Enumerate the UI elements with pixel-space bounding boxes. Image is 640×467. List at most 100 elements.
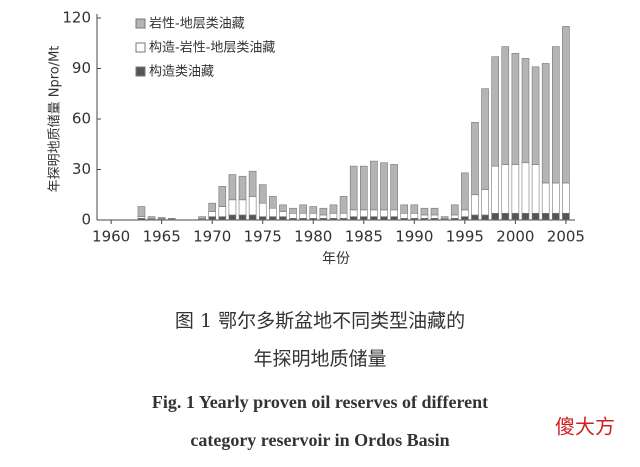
y-tick-label: 60 (72, 110, 91, 128)
x-tick-label: 1970 (193, 228, 231, 246)
bar-segment (471, 194, 479, 216)
bar-segment (218, 216, 227, 221)
bar-segment (390, 216, 398, 221)
bar-segment (390, 164, 398, 211)
bar-segment (511, 164, 520, 214)
bar-segment (319, 207, 328, 216)
caption: Fig. 1 Yearly proven oil reserves of dif… (152, 392, 488, 412)
bar-segment (430, 207, 439, 216)
x-tick-label: 2000 (496, 228, 534, 246)
bar-segment (450, 214, 459, 219)
bar-segment (511, 53, 520, 165)
x-tick-label: 1980 (294, 228, 332, 246)
bar-segment (208, 216, 217, 221)
bar-segment (501, 164, 510, 214)
bar-segment (481, 189, 489, 216)
bar-segment (319, 214, 328, 219)
x-axis-label: 年份 (322, 251, 350, 267)
bar-segment (258, 202, 267, 217)
x-tick-label: 1960 (92, 228, 130, 246)
legend-label: 构造类油藏 (149, 65, 214, 80)
bar-segment (420, 207, 429, 216)
bar-segment (269, 216, 277, 221)
bar-segment (491, 165, 499, 214)
y-tick-label: 90 (72, 59, 91, 77)
bar-segment (562, 212, 570, 221)
bar-segment (531, 66, 540, 165)
x-tick-label: 1995 (446, 228, 484, 246)
bar-segment (521, 58, 530, 164)
legend-label: 岩性-地层类油藏 (149, 17, 245, 32)
bar-segment (299, 204, 307, 214)
bar-segment (218, 206, 227, 217)
bar-segment (289, 212, 297, 219)
x-tick-label: 1975 (244, 228, 282, 246)
y-tick-label: 120 (62, 9, 91, 27)
bar-segment (471, 214, 479, 221)
bar-segment (400, 212, 409, 219)
bar-segment (430, 214, 439, 219)
bar-segment (410, 204, 419, 214)
bar-segment (269, 207, 277, 217)
legend-swatch (135, 18, 146, 29)
bar-segment (551, 212, 560, 221)
bar-segment (167, 218, 176, 220)
bar-segment (238, 175, 247, 201)
bar-segment (420, 214, 429, 219)
bar-segment (551, 182, 560, 214)
bar-segment (380, 216, 388, 221)
bar-segment (461, 209, 469, 217)
bar-segment (349, 209, 358, 217)
bar-segment (461, 172, 469, 211)
bar-segment (258, 216, 267, 221)
caption: category reservoir in Ordos Basin (190, 430, 449, 450)
bar-segment (370, 160, 378, 211)
bar-segment (208, 202, 217, 212)
caption: 图 1 鄂尔多斯盆地不同类型油藏的 (175, 310, 465, 332)
bar-segment (359, 165, 368, 211)
bar-segment (289, 207, 297, 214)
bar-segment (541, 182, 550, 214)
legend-label: 构造-岩性-地层类油藏 (149, 41, 275, 56)
bar-segment (147, 216, 156, 219)
y-tick-label: 0 (81, 211, 91, 229)
bar-segment (541, 212, 550, 221)
bar-segment (248, 214, 257, 221)
bar-segment (491, 56, 499, 167)
legend-swatch (135, 66, 146, 77)
bar-segment (258, 184, 267, 204)
bar-segment (501, 46, 510, 165)
bar-segment (339, 196, 348, 214)
bar-segment (370, 216, 378, 221)
x-tick-label: 1965 (143, 228, 181, 246)
bar-segment (390, 209, 398, 217)
bar-segment (137, 206, 146, 217)
bar-segment (228, 214, 237, 221)
bar-segment (562, 182, 570, 214)
bar-segment (349, 165, 358, 211)
bar-segment (521, 162, 530, 214)
bar-segment (491, 212, 499, 221)
x-tick-label: 2005 (547, 228, 585, 246)
x-tick-label: 1985 (345, 228, 383, 246)
watermark: 傻大方 (555, 415, 615, 439)
bar-segment (228, 199, 237, 216)
bar-segment (501, 212, 510, 221)
bar-segment (359, 209, 368, 217)
bar-segment (309, 212, 318, 219)
bar-segment (228, 174, 237, 201)
bar-segment (400, 204, 409, 214)
bar-segment (370, 209, 378, 217)
y-axis-label: 年探明地质储量 Npro/Mt (48, 46, 63, 193)
bar-segment (218, 186, 227, 207)
x-tick-label: 1990 (395, 228, 433, 246)
bar-segment (521, 212, 530, 221)
bar-segment (481, 214, 489, 221)
bar-segment (541, 63, 550, 184)
bar-segment (248, 170, 257, 197)
bar-segment (440, 216, 449, 219)
bar-segment (157, 217, 166, 219)
bar-segment (380, 209, 388, 217)
bar-segment (450, 204, 459, 216)
